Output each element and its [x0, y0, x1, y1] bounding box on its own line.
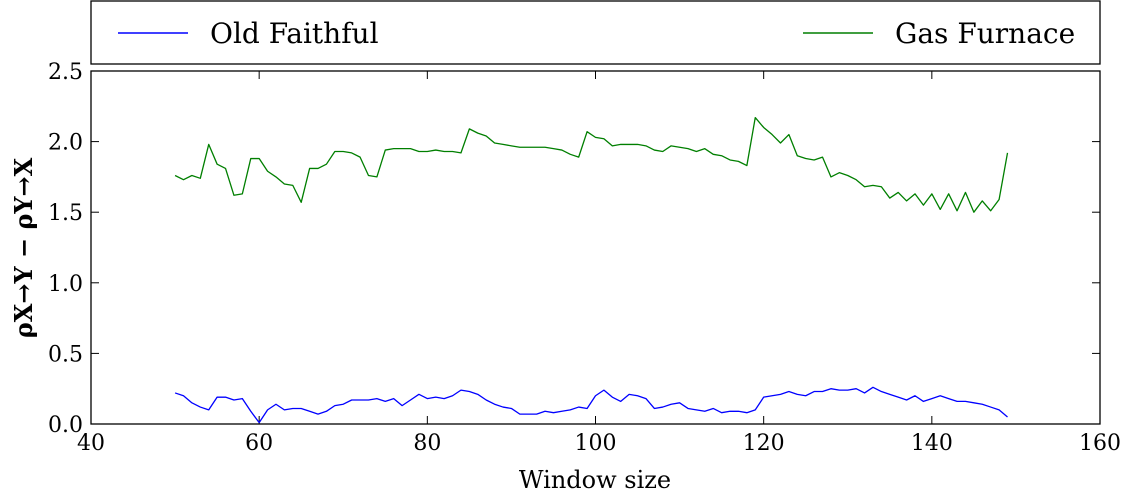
y-tick-label: 0.5 [48, 342, 83, 367]
series-line-gas-furnace [174, 116, 1009, 213]
y-tick-label: 1.5 [48, 201, 83, 226]
series-lines [174, 116, 1009, 424]
x-axis-label: Window size [519, 466, 671, 494]
x-tick-label: 120 [743, 431, 785, 456]
legend-label-gas-furnace: Gas Furnace [895, 17, 1075, 50]
legend-label-old-faithful: Old Faithful [210, 17, 379, 50]
plot-area [90, 70, 1101, 425]
x-tick-label: 160 [1079, 431, 1121, 456]
x-tick-label: 40 [77, 431, 105, 456]
axis-ticks: 40 60 80 100 120 140 160 0.0 0.5 1.0 1.5 2.0 2.5 [48, 60, 1121, 456]
series-line-old-faithful [174, 386, 1008, 424]
y-tick-label: 2.0 [48, 131, 83, 156]
x-tick-label: 140 [911, 431, 953, 456]
x-tick-label: 60 [245, 431, 273, 456]
legend-box [90, 0, 1101, 65]
x-tick-label: 100 [575, 431, 617, 456]
y-tick-label: 0.0 [48, 413, 83, 438]
y-tick-label: 2.5 [48, 60, 83, 85]
x-tick-label: 80 [413, 431, 441, 456]
y-tick-label: 1.0 [48, 272, 83, 297]
y-axis-label: ρX→Y − ρY→X [9, 157, 38, 338]
